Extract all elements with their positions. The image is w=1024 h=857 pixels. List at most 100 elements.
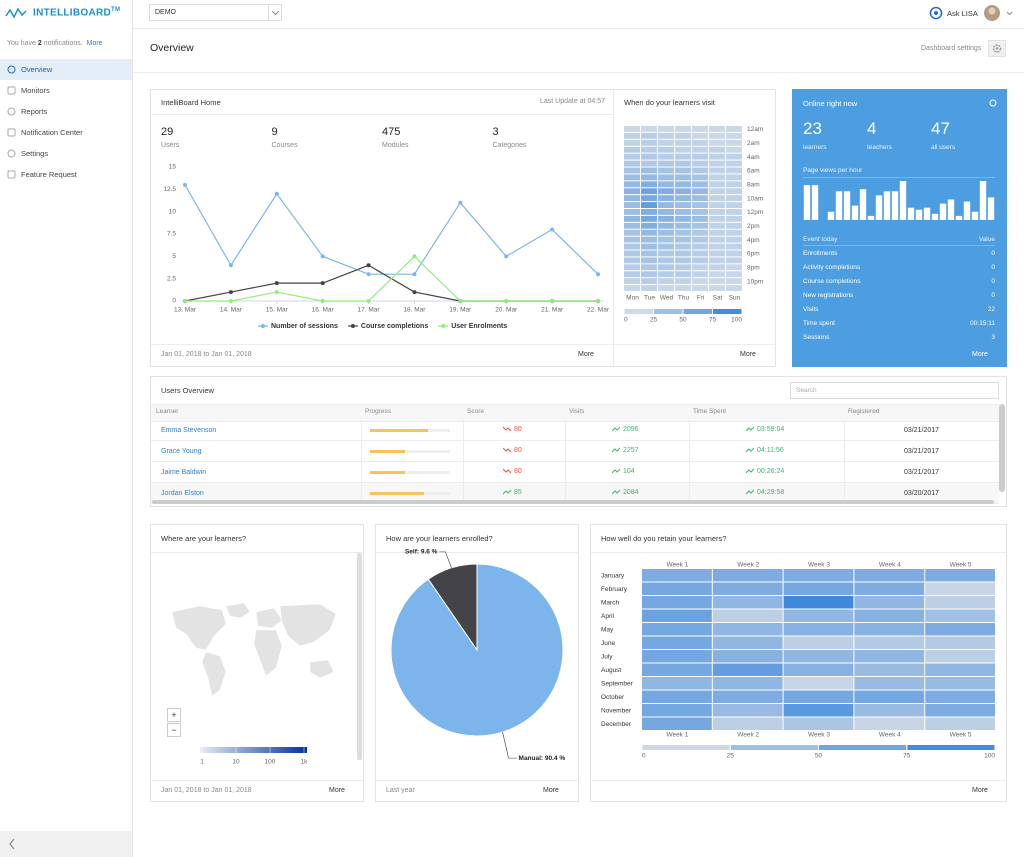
stat-label: Modules (382, 142, 409, 149)
stat-label: Courses (271, 142, 298, 149)
progress-track (370, 450, 450, 453)
cell-value: 80 (514, 447, 522, 454)
divider (151, 780, 363, 781)
search-input[interactable]: Search (790, 382, 999, 399)
brand-mark: TM (111, 7, 121, 13)
more-link[interactable]: More (543, 787, 559, 794)
more-link[interactable]: More (972, 787, 988, 794)
event-value: 3 (991, 334, 995, 341)
select[interactable]: DEMO (149, 4, 282, 21)
stat-value: 3 (492, 126, 499, 138)
more-link[interactable]: More (972, 351, 988, 358)
scrollbar[interactable] (152, 500, 994, 504)
column-header[interactable]: Score (467, 408, 484, 415)
event-value: 0 (991, 278, 995, 285)
more-link[interactable]: More (578, 351, 594, 358)
caret (272, 11, 279, 15)
assistant-link[interactable]: Ask LISA (947, 9, 978, 18)
events-header: Value (978, 236, 995, 243)
divider (133, 28, 1024, 29)
nav: Overview Monitors Reports Notification Cent… (0, 59, 132, 185)
settings-link[interactable]: Dashboard settings (921, 45, 982, 52)
zoom-button[interactable]: + (167, 708, 181, 722)
notice: You have 2 notifications. More (7, 40, 103, 47)
icon-shape (7, 128, 16, 137)
nav-item[interactable]: Overview (0, 59, 132, 80)
trend-line (611, 426, 621, 432)
nav-icon (7, 65, 16, 74)
nav-icon (7, 128, 16, 137)
period-select[interactable]: Jan 01, 2018 to Jan 01, 2018 (161, 787, 252, 794)
notice-link[interactable]: More (86, 40, 103, 47)
cell-value: 85 (514, 489, 522, 496)
enrol-card (375, 524, 579, 802)
trend-icon (502, 447, 512, 453)
nav-icon (7, 86, 16, 95)
nav-item[interactable]: Monitors (0, 80, 132, 101)
divider (376, 552, 578, 553)
scrollbar[interactable] (999, 404, 1005, 492)
event-name: Visits (803, 306, 819, 313)
nav-item[interactable]: Reports (0, 101, 132, 122)
scrollbar[interactable] (357, 553, 362, 760)
cell-value: 03:59:04 (757, 426, 785, 433)
avatar[interactable] (984, 4, 1014, 22)
card-title: Where are your learners? (161, 534, 247, 543)
cell-divider (689, 420, 690, 441)
table-row (151, 420, 999, 441)
divider (151, 114, 613, 115)
learner-name[interactable]: Emma Stevenson (161, 427, 217, 434)
learner-name[interactable]: Grace Young (161, 448, 202, 455)
learner-name[interactable]: Jordan Elston (161, 490, 204, 497)
cell-divider (463, 462, 464, 483)
cell-value: 04:11:56 (757, 447, 784, 454)
zoom-button[interactable]: − (167, 723, 181, 737)
divider (591, 552, 1006, 553)
card-title: Users Overview (161, 386, 214, 395)
column-header[interactable]: Visits (569, 408, 585, 415)
settings-button[interactable] (988, 40, 1006, 57)
nav-label: Notification Center (21, 128, 83, 137)
trend-line (611, 489, 621, 495)
notice-text: notifications. (43, 40, 83, 47)
column-header[interactable]: Learner (156, 408, 179, 415)
last-update: Last Update at 04:57 (540, 98, 605, 105)
column-header[interactable]: Time Spent (693, 408, 726, 415)
gear-icon (992, 44, 1002, 53)
registered: 03/21/2017 (904, 427, 940, 434)
trend-line (745, 468, 755, 474)
collapse-button[interactable] (0, 831, 132, 857)
nav-item[interactable]: Feature Request (0, 164, 132, 185)
event-name: Enrollments (803, 250, 838, 257)
trend-line (745, 426, 755, 432)
nav-item[interactable]: Settings (0, 143, 132, 164)
assistant-icon (929, 6, 943, 20)
registered: 03/21/2017 (904, 469, 940, 476)
trend-icon (745, 468, 755, 474)
trend-line (502, 489, 512, 495)
trend-icon (745, 447, 755, 453)
event-value: 0 (991, 250, 995, 257)
learner-name[interactable]: Jaime Baldwin (161, 469, 207, 476)
icon-shape (7, 170, 16, 179)
column-header[interactable]: Registered (848, 408, 880, 415)
online-label: learners (803, 144, 827, 151)
period-select[interactable]: Last year (386, 787, 415, 794)
cell-value: 2096 (623, 426, 639, 433)
registered: 03/20/2017 (904, 490, 940, 497)
cell-divider (689, 483, 690, 504)
map-card (150, 524, 364, 802)
cell-divider (361, 462, 362, 483)
more-link[interactable]: More (740, 351, 756, 358)
cell-divider (565, 483, 566, 504)
column-header[interactable]: Progress (365, 408, 392, 415)
card-title: How well do you retain your learners? (601, 534, 727, 543)
event-value: 00:15:11 (970, 320, 995, 327)
more-link[interactable]: More (329, 787, 345, 794)
cell-divider (463, 420, 464, 441)
table-row (151, 441, 999, 462)
trend-cell: 80 (502, 426, 522, 433)
nav-item[interactable]: Notification Center (0, 122, 132, 143)
period-select[interactable]: Jan 01, 2018 to Jan 01, 2018 (161, 351, 252, 358)
